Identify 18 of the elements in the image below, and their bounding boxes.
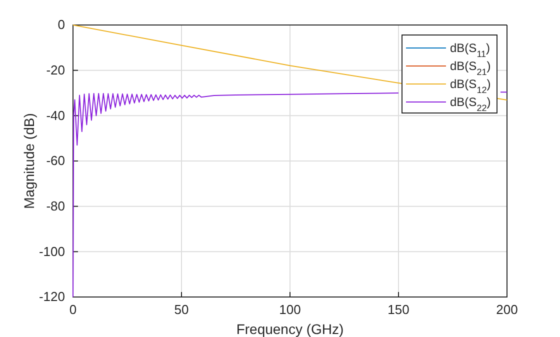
y-tick-label: -60 bbox=[46, 153, 65, 168]
y-tick-label: -100 bbox=[38, 244, 65, 259]
y-tick-label: 0 bbox=[58, 17, 65, 32]
legend-label: dB(S$_{12}$) bbox=[450, 77, 491, 95]
x-axis-title: Frequency (GHz) bbox=[236, 321, 344, 337]
y-tick-label: -80 bbox=[46, 198, 65, 214]
x-tick-label: 50 bbox=[174, 302, 189, 318]
x-tick-label: 0 bbox=[69, 302, 77, 318]
x-tick-label: 100 bbox=[279, 302, 301, 318]
y-tick-label: -120 bbox=[38, 289, 65, 304]
x-tick-label: 200 bbox=[496, 302, 518, 318]
legend-label: dB(S$_{21}$) bbox=[450, 59, 491, 77]
legend-label: dB(S$_{22}$) bbox=[450, 95, 491, 113]
y-tick-label: -40 bbox=[46, 108, 65, 123]
y-axis-title: Magnitude (dB) bbox=[21, 113, 37, 209]
x-tick-label: 150 bbox=[388, 302, 410, 318]
legend-label: dB(S$_{11}$) bbox=[450, 41, 490, 59]
y-tick-label: -20 bbox=[46, 62, 65, 78]
